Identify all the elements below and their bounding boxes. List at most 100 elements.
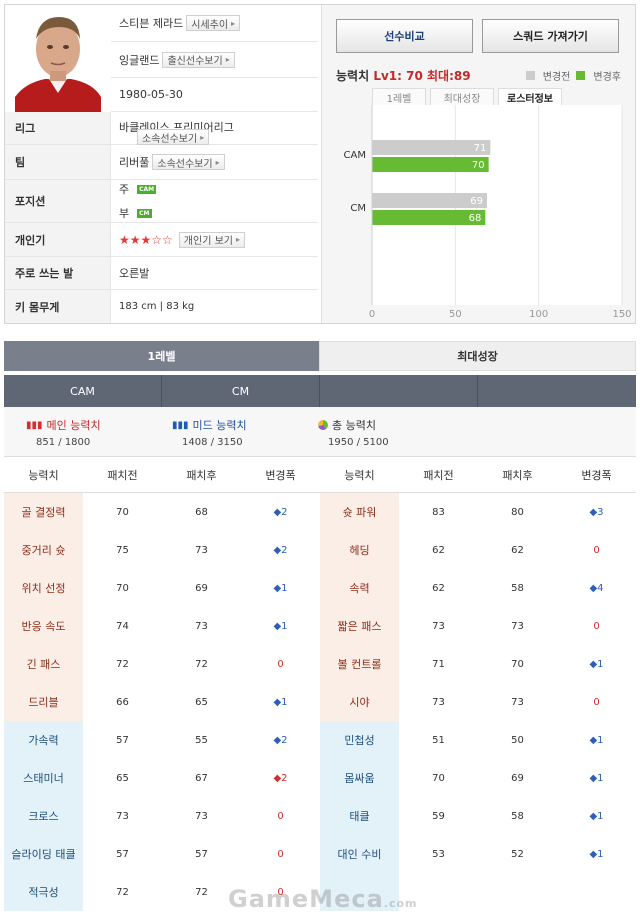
stat-after: 72	[195, 658, 208, 670]
stat-before: 65	[116, 772, 129, 784]
player-info-panel: 스티븐 제라드 시세추이 ▸ 잉글랜드 출신선수보기 ▸ 1980-05-30 리그…	[5, 5, 318, 323]
stat-change: 0	[277, 810, 284, 822]
stat-name: 볼 컨트롤	[320, 645, 399, 683]
stat-change: 0	[593, 620, 600, 632]
stat-before: 51	[432, 734, 445, 746]
bar	[372, 140, 491, 155]
table-row: 긴 패스 72 72 0 볼 컨트롤 71 70 ◆1	[4, 645, 636, 683]
position-tabs: CAM CM	[4, 375, 636, 407]
player-name: 스티븐 제라드	[119, 17, 184, 30]
stat-after: 62	[511, 544, 524, 556]
stat-change: ◆3	[589, 506, 604, 518]
sub-position-prefix: 부	[119, 207, 130, 220]
stat-before: 66	[116, 696, 129, 708]
stat-before: 75	[116, 544, 129, 556]
stat-before: 72	[116, 886, 129, 898]
bar	[372, 157, 489, 172]
tab-max-growth[interactable]: 최대성장	[319, 341, 636, 371]
foot-row: 주로 쓰는 발 오른발	[5, 257, 318, 290]
stat-after: 69	[195, 582, 208, 594]
nation-players-button[interactable]: 출신선수보기 ▸	[162, 51, 235, 68]
stat-change: ◆2	[273, 506, 288, 518]
chevron-right-icon: ▸	[200, 132, 205, 142]
mid-ability-summary: ▮▮▮ 미드 능력치 1408 / 3150	[172, 419, 247, 448]
league-players-button[interactable]: 소속선수보기 ▸	[137, 129, 210, 145]
stat-change: 0	[277, 886, 284, 898]
stat-before: 59	[432, 810, 445, 822]
stat-change: ◆1	[589, 658, 604, 670]
bar-value-label: 70	[472, 160, 485, 171]
header-before: 패치전	[423, 468, 454, 482]
stat-before: 70	[116, 506, 129, 518]
player-body: 183 cm | 83 kg	[119, 301, 195, 312]
stat-after: 55	[195, 734, 208, 746]
chart-tab-level1[interactable]: 1레벨	[372, 88, 426, 106]
main-position-prefix: 주	[119, 183, 130, 196]
tab-position-empty-2	[478, 375, 636, 407]
team-label: 팀	[5, 145, 111, 179]
ability-chart-panel: 선수비교 스쿼드 가져가기 능력치 Lv1: 70 최대:89 변경전 변경후 …	[321, 5, 635, 323]
stat-name: 드리블	[4, 683, 83, 721]
header-after: 패치후	[502, 468, 533, 482]
stat-name: 크로스	[4, 797, 83, 835]
header-change: 변경폭	[581, 468, 612, 482]
header-stat: 능력치	[344, 468, 375, 482]
stat-name: 대인 수비	[320, 835, 399, 873]
stat-change: ◆2	[273, 772, 288, 784]
table-row: 위치 선정 70 69 ◆1 속력 62 58 ◆4	[4, 569, 636, 607]
header-before: 패치전	[107, 468, 138, 482]
stat-after: 57	[195, 848, 208, 860]
compare-button[interactable]: 선수비교	[336, 19, 473, 53]
market-trend-button[interactable]: 시세추이 ▸	[186, 15, 241, 31]
stat-name: 민첩성	[320, 721, 399, 759]
ability-title: 능력치 Lv1: 70 최대:89	[336, 69, 471, 83]
stat-before: 57	[116, 734, 129, 746]
table-row: 슬라이딩 태클 57 57 0 대인 수비 53 52 ◆1	[4, 835, 636, 873]
body-label: 키 몸무게	[5, 290, 111, 323]
stat-name: 슬라이딩 태클	[4, 835, 83, 873]
stat-before: 70	[432, 772, 445, 784]
stat-name: 중거리 슛	[4, 531, 83, 569]
skill-view-button[interactable]: 개인기 보기 ▸	[178, 231, 245, 248]
chart-tab-roster[interactable]: 로스터정보	[498, 88, 562, 106]
stat-after: 58	[511, 810, 524, 822]
chart-legend: 변경전 변경후	[525, 68, 621, 83]
stat-after: 70	[511, 658, 524, 670]
main-ability-summary: ▮▮▮ 메인 능력치 851 / 1800	[26, 419, 101, 448]
stat-before: 62	[432, 544, 445, 556]
stat-change: ◆4	[589, 582, 604, 594]
table-row: 적극성 72 72 0	[4, 873, 636, 911]
x-tick-label: 150	[612, 309, 631, 320]
stat-after: 67	[195, 772, 208, 784]
chevron-right-icon: ▸	[231, 18, 236, 28]
main-ability-value: 851 / 1800	[36, 437, 91, 448]
total-ability-summary: 총 능력치 1950 / 5100	[318, 417, 389, 448]
table-row: 골 결정력 70 68 ◆2 슛 파워 83 80 ◆3	[4, 493, 636, 531]
chevron-right-icon: ▸	[225, 55, 230, 64]
total-ability-value: 1950 / 5100	[328, 437, 389, 448]
stat-change: ◆2	[273, 734, 288, 746]
chart-tab-max[interactable]: 최대성장	[430, 88, 494, 106]
stat-before: 73	[432, 620, 445, 632]
league-row: 리그 바클레이스 프리미어리그 소속선수보기 ▸	[5, 112, 318, 145]
stat-name: 태클	[320, 797, 399, 835]
stat-name: 시야	[320, 683, 399, 721]
header-after: 패치후	[186, 468, 217, 482]
ability-level-value: Lv1: 70 최대:89	[373, 69, 471, 83]
main-position-badge: CAM	[137, 184, 157, 194]
pie-chart-icon	[318, 420, 328, 430]
team-players-button[interactable]: 소속선수보기 ▸	[152, 154, 225, 170]
tab-position-cam[interactable]: CAM	[4, 375, 162, 407]
stat-name: 스태미너	[4, 759, 83, 797]
ability-summary: ▮▮▮ 메인 능력치 851 / 1800 ▮▮▮ 미드 능력치 1408 / 31…	[4, 407, 636, 457]
foot-label: 주로 쓰는 발	[5, 257, 111, 289]
player-foot: 오른발	[119, 267, 150, 280]
bar-value-label: 69	[470, 196, 483, 207]
bar-chart-icon: ▮▮▮	[172, 419, 189, 431]
squad-button[interactable]: 스쿼드 가져가기	[482, 19, 619, 53]
stat-name: 몸싸움	[320, 759, 399, 797]
player-card: 스티븐 제라드 시세추이 ▸ 잉글랜드 출신선수보기 ▸ 1980-05-30 리그…	[4, 4, 636, 324]
tab-position-cm[interactable]: CM	[162, 375, 320, 407]
stat-name: 헤딩	[320, 531, 399, 569]
tab-level1[interactable]: 1레벨	[4, 341, 319, 371]
